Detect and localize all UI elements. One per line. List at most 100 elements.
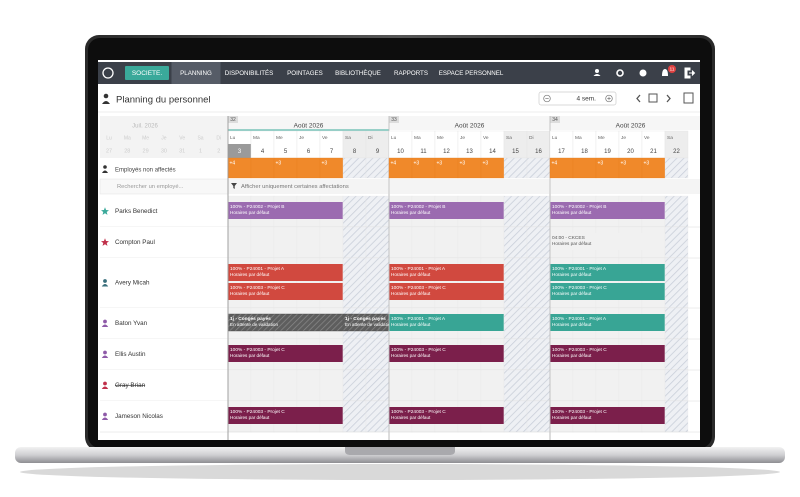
period-plus[interactable]: [605, 94, 613, 103]
settings-icon[interactable]: [616, 69, 624, 77]
user-icon[interactable]: [595, 69, 599, 73]
day-number[interactable]: 7: [330, 149, 334, 155]
assignment-bar[interactable]: [389, 345, 504, 362]
employee-name[interactable]: Compton Paul: [115, 239, 155, 246]
employee-name[interactable]: Jameson Nicolas: [115, 413, 163, 420]
unassigned-count[interactable]: +3: [276, 160, 282, 166]
unassigned-count[interactable]: +3: [322, 160, 328, 166]
logout-icon[interactable]: [684, 67, 696, 79]
day-number[interactable]: 20: [627, 149, 634, 155]
nav-tab[interactable]: DISPONIBILITÉS: [225, 70, 273, 77]
unassigned-count[interactable]: +3: [437, 160, 443, 166]
nav-tab[interactable]: ESPACE PERSONNEL: [439, 70, 504, 77]
assignment-bar[interactable]: [389, 202, 504, 219]
nav-tab[interactable]: RAPPORTS: [394, 70, 428, 77]
assignment-bar[interactable]: [550, 283, 665, 300]
day-number[interactable]: 22: [673, 149, 680, 155]
period-value[interactable]: 4 sem.: [576, 96, 596, 103]
assignment-bar[interactable]: [228, 202, 343, 219]
assignment-title[interactable]: 100% - P24001 - Projet A: [230, 266, 285, 272]
assignment-title[interactable]: 100% - P24003 - Projet C: [552, 409, 607, 415]
day-number[interactable]: 14: [489, 149, 496, 155]
assignment-title[interactable]: 100% - P24002 - Projet B: [391, 204, 445, 210]
employee-name[interactable]: Ellis Austin: [115, 351, 146, 358]
unassigned-count[interactable]: +3: [621, 160, 627, 166]
assignment-title[interactable]: 100% - P24001 - Projet A: [391, 266, 446, 272]
day-number[interactable]: 15: [512, 149, 519, 155]
assignment-title[interactable]: 100% - P24003 - Projet C: [391, 285, 446, 291]
assignment-bar[interactable]: [389, 264, 504, 281]
company-button[interactable]: [125, 66, 169, 80]
day-number[interactable]: 19: [604, 149, 611, 155]
employee-name[interactable]: Gray Brian: [115, 382, 146, 389]
period-minus[interactable]: [543, 94, 551, 103]
assignment-title[interactable]: 100% - P24003 - Projet C: [552, 347, 607, 353]
assignment-title[interactable]: 100% - P24003 - Projet C: [230, 285, 285, 291]
assignment-bar[interactable]: [228, 345, 343, 362]
unassigned-count[interactable]: +3: [414, 160, 420, 166]
assignment-title[interactable]: 1j - Congés payés: [345, 316, 386, 322]
unassigned-count[interactable]: +3: [644, 160, 650, 166]
day-number[interactable]: 9: [376, 149, 380, 155]
day-number[interactable]: 10: [397, 149, 404, 155]
employee-name[interactable]: Avery Micah: [115, 280, 150, 287]
assignment-title[interactable]: 100% - P24003 - Projet C: [391, 409, 446, 415]
assignment-bar[interactable]: [550, 202, 665, 219]
day-number[interactable]: 8: [353, 149, 357, 155]
day-number[interactable]: 12: [443, 149, 450, 155]
unassigned-count[interactable]: +3: [460, 160, 466, 166]
day-number[interactable]: 18: [581, 149, 588, 155]
assignment-bar[interactable]: [389, 407, 504, 424]
assignment-bar[interactable]: [550, 314, 665, 331]
assignment-bar[interactable]: [550, 264, 665, 281]
search-placeholder[interactable]: Rechercher un employé...: [117, 184, 184, 190]
day-number[interactable]: 11: [420, 149, 427, 155]
nav-tab[interactable]: POINTAGES: [287, 70, 323, 77]
assignment-bar[interactable]: [228, 283, 343, 300]
assignment-title[interactable]: 100% - P24002 - Projet B: [230, 204, 284, 210]
prev-button[interactable]: [636, 94, 641, 103]
nav-tab[interactable]: PLANNING: [180, 70, 212, 77]
day-number[interactable]: 3: [238, 149, 242, 155]
nav-tab[interactable]: BIBLIOTHÈQUE: [335, 70, 381, 77]
export-button[interactable]: [683, 92, 694, 104]
assignment-title[interactable]: 100% - P24003 - Projet C: [230, 409, 285, 415]
day-number[interactable]: 16: [535, 149, 542, 155]
day-number[interactable]: 5: [284, 149, 288, 155]
assignment-bar[interactable]: [228, 407, 343, 424]
day-number[interactable]: 4: [261, 149, 265, 155]
assignment-bar[interactable]: [228, 264, 343, 281]
assignment-title[interactable]: 100% - P24001 - Projet A: [391, 316, 446, 322]
unassigned-count[interactable]: +3: [483, 160, 489, 166]
day-number[interactable]: 13: [466, 149, 473, 155]
assignment-title[interactable]: 100% - P24003 - Projet C: [230, 347, 285, 353]
assignment-bar[interactable]: [550, 407, 665, 424]
unassigned-count[interactable]: +3: [598, 160, 604, 166]
day-number[interactable]: 17: [558, 149, 565, 155]
assignment-bar[interactable]: [389, 283, 504, 300]
help-icon[interactable]: [639, 69, 647, 77]
employee-name[interactable]: Parks Benedict: [115, 208, 158, 215]
assignment-title[interactable]: 04:00 - CKCES: [552, 235, 585, 241]
period-control[interactable]: [538, 91, 617, 106]
filter-label[interactable]: Afficher uniquement certaines affectatio…: [241, 184, 349, 190]
assignment-bar[interactable]: [550, 345, 665, 362]
assignment-bar[interactable]: [389, 314, 504, 331]
unassigned-count[interactable]: +4: [552, 160, 558, 166]
filter-icon[interactable]: [231, 183, 237, 189]
bell-icon[interactable]: [662, 69, 668, 76]
assignment-title[interactable]: 100% - P24001 - Projet A: [552, 266, 607, 272]
day-number[interactable]: 21: [650, 149, 657, 155]
logo[interactable]: [102, 67, 114, 79]
assignment-title[interactable]: 100% - P24001 - Projet A: [552, 316, 607, 322]
next-button[interactable]: [666, 94, 671, 103]
employee-name[interactable]: Baton Yvan: [115, 320, 148, 327]
assignment-title[interactable]: 100% - P24003 - Projet C: [552, 285, 607, 291]
assignment-title[interactable]: 100% - P24003 - Projet C: [391, 347, 446, 353]
unassigned-count[interactable]: +4: [230, 160, 236, 166]
assignment-title[interactable]: 100% - P24002 - Projet B: [552, 204, 606, 210]
company-name[interactable]: SOCIETE.: [132, 70, 163, 77]
assignment-title[interactable]: 1j - Congés payés: [230, 316, 271, 322]
unassigned-count[interactable]: +4: [391, 160, 397, 166]
calendar-button[interactable]: [648, 93, 658, 103]
